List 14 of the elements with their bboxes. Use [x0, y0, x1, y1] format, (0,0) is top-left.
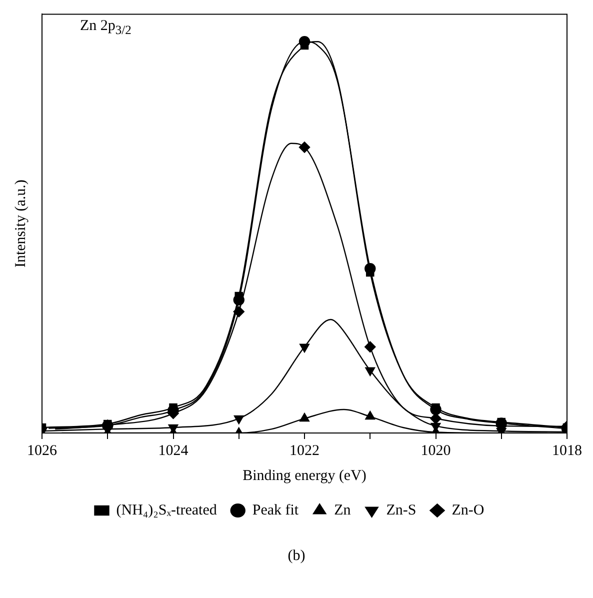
legend-label: Zn [334, 502, 352, 518]
x-axis-title: Binding energy (eV) [242, 468, 366, 484]
x-tick-label: 1026 [27, 442, 58, 459]
x-tick-label: 1024 [158, 442, 189, 459]
x-tick-label: 1020 [420, 442, 451, 459]
legend-label: (NH₄)₂Sₓ-treated [116, 502, 218, 518]
text: (b) [286, 548, 306, 565]
y-axis-title: Intensity (a.u.) [12, 180, 29, 268]
legend-label: Zn-O [452, 502, 484, 518]
x-tick-label: 1022 [290, 442, 320, 459]
chart-title: Zn 2p$_{3/2}$ [80, 18, 132, 38]
legend-label: Zn-S [386, 502, 416, 518]
x-tick-label: 1018 [552, 442, 582, 459]
legend-label: Peak fit [252, 502, 300, 518]
